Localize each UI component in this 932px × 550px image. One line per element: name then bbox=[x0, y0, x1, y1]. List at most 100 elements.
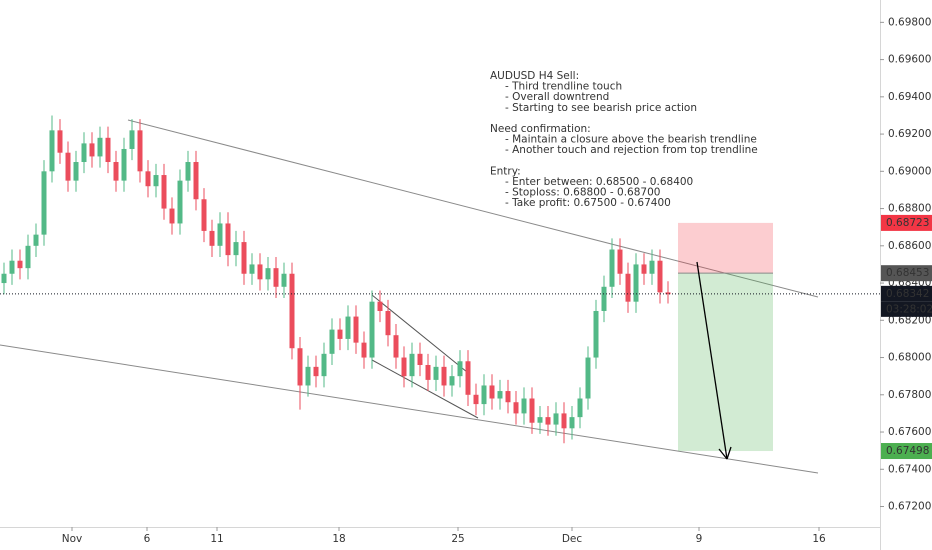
y-tick-label: 0.69600 bbox=[888, 54, 931, 66]
candle-body bbox=[137, 130, 143, 172]
price-label-bg bbox=[881, 214, 932, 231]
candle-body bbox=[633, 264, 639, 302]
annotation-item: - Stoploss: 0.68800 - 0.68700 bbox=[505, 187, 660, 199]
candle-body bbox=[465, 361, 471, 395]
x-tick-label: Dec bbox=[562, 533, 583, 545]
price-label: 0.68723 bbox=[886, 217, 929, 229]
candle-body bbox=[417, 353, 423, 365]
candle-body bbox=[233, 242, 239, 256]
target-zone bbox=[678, 273, 773, 452]
price-label-bg bbox=[881, 443, 932, 460]
y-tick-label: 0.69800 bbox=[888, 16, 931, 28]
annotation-item: - Take profit: 0.67500 - 0.67400 bbox=[505, 197, 671, 209]
candle-body bbox=[185, 162, 191, 181]
candle-body bbox=[553, 413, 559, 425]
arrow-head bbox=[718, 446, 732, 460]
candle-body bbox=[425, 364, 431, 380]
y-tick-label: 0.68200 bbox=[888, 314, 931, 326]
lower-trendline bbox=[0, 344, 819, 474]
annotation-item: - Overall downtrend bbox=[505, 91, 609, 103]
candle-body bbox=[73, 162, 79, 181]
x-tick-label: 25 bbox=[451, 533, 464, 545]
candle-body bbox=[457, 361, 463, 377]
candle-body bbox=[57, 130, 63, 153]
candle-body bbox=[121, 148, 127, 181]
candle-body bbox=[409, 353, 415, 377]
countdown-bg bbox=[881, 301, 932, 317]
x-tick-label: 9 bbox=[696, 533, 703, 545]
candle-body bbox=[145, 171, 151, 187]
candle-body bbox=[161, 175, 167, 209]
candle-body bbox=[41, 171, 47, 235]
annotation-item: - Enter between: 0.68500 - 0.68400 bbox=[505, 176, 693, 188]
candle-body bbox=[105, 137, 111, 163]
price-label: 0.67498 bbox=[886, 445, 929, 457]
y-tick-label: 0.68800 bbox=[888, 203, 931, 215]
annotation-item: - Maintain a closure above the bearish t… bbox=[505, 134, 757, 146]
candle-body bbox=[473, 394, 479, 405]
candle-body bbox=[393, 335, 399, 358]
candle-body bbox=[529, 398, 535, 423]
drawings bbox=[0, 119, 819, 474]
candle-body bbox=[345, 316, 351, 339]
candle-body bbox=[665, 292, 671, 295]
candle-body bbox=[49, 130, 55, 172]
x-tick-label: 11 bbox=[210, 533, 223, 545]
price-label-bg bbox=[881, 265, 932, 282]
candle-body bbox=[97, 137, 103, 157]
candle-body bbox=[593, 310, 599, 358]
candle-body bbox=[209, 230, 215, 246]
annotation-item: - Third trendline touch bbox=[505, 81, 622, 93]
arrow-shaft bbox=[696, 261, 728, 460]
candle-body bbox=[169, 208, 175, 224]
candle-body bbox=[489, 385, 495, 399]
candle-body bbox=[449, 376, 455, 386]
candle-body bbox=[257, 264, 263, 280]
y-tick-label: 0.67800 bbox=[888, 389, 931, 401]
price-label-bg bbox=[881, 285, 932, 302]
candle-body bbox=[281, 273, 287, 287]
candle-body bbox=[401, 357, 407, 377]
candle-body bbox=[25, 245, 31, 269]
candle-body bbox=[537, 417, 543, 423]
candle-body bbox=[265, 268, 271, 280]
annotation-heading: AUDUSD H4 Sell: bbox=[490, 70, 579, 82]
stop-zone bbox=[678, 222, 773, 274]
candle-body bbox=[193, 162, 199, 200]
candle-body bbox=[353, 316, 359, 343]
candle-body bbox=[113, 162, 119, 181]
candle-body bbox=[81, 143, 87, 163]
candle-body bbox=[441, 366, 447, 386]
x-tick-label: 6 bbox=[144, 533, 151, 545]
candle-body bbox=[225, 223, 231, 256]
x-tick-label: 16 bbox=[812, 533, 826, 545]
candle-body bbox=[129, 130, 135, 149]
candle-body bbox=[369, 301, 375, 358]
candle-body bbox=[1, 273, 7, 284]
price-label: 0.68342 bbox=[886, 288, 929, 300]
y-tick-label: 0.69000 bbox=[888, 165, 931, 177]
candle-body bbox=[289, 273, 295, 349]
annotation-item: - Starting to see bearish price action bbox=[505, 102, 697, 114]
wedge-lower-line bbox=[371, 359, 479, 419]
y-tick-label: 0.69200 bbox=[888, 128, 931, 140]
arrow bbox=[696, 261, 732, 460]
candle-body bbox=[361, 342, 367, 358]
candle-body bbox=[521, 398, 527, 414]
candle-body bbox=[609, 249, 615, 287]
candle-body bbox=[273, 268, 279, 287]
candle-body bbox=[601, 286, 607, 311]
annotation-item: - Another touch and rejection from top t… bbox=[505, 144, 758, 156]
candle-body bbox=[297, 348, 303, 386]
y-tick-label: 0.69400 bbox=[888, 91, 931, 103]
candle-body bbox=[89, 143, 95, 157]
candle-body bbox=[329, 329, 335, 354]
candle-body bbox=[321, 353, 327, 377]
candle-body bbox=[17, 260, 23, 269]
y-tick-label: 0.67400 bbox=[888, 463, 931, 475]
candle-body bbox=[337, 329, 343, 339]
candle-body bbox=[585, 357, 591, 399]
y-tick-label: 0.67200 bbox=[888, 501, 931, 513]
